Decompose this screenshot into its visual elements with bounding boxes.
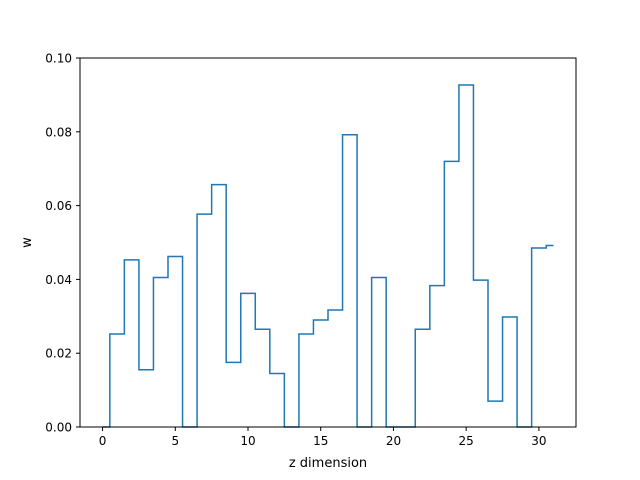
plot-area: [102, 84, 554, 428]
x-tick-label: 10: [240, 434, 255, 448]
x-tick-label: 5: [171, 434, 179, 448]
y-tick-label: 0.02: [45, 347, 72, 361]
y-tick-label: 0.06: [45, 199, 72, 213]
x-axis-label: z dimension: [289, 456, 367, 471]
x-tick-label: 30: [531, 434, 546, 448]
x-tick-label: 20: [386, 434, 401, 448]
y-tick-label: 0.00: [45, 421, 72, 435]
y-tick-label: 0.04: [45, 273, 72, 287]
y-tick-label: 0.10: [45, 52, 72, 66]
y-axis-label: w: [20, 237, 35, 248]
y-tick-label: 0.08: [45, 125, 72, 139]
y-axis: 0.00 0.02 0.04 0.06 0.08 0.10: [45, 52, 80, 435]
axes-frame: [79, 57, 577, 428]
x-tick-label: 15: [313, 434, 328, 448]
series-line: [102, 84, 554, 428]
x-tick-label: 0: [99, 434, 107, 448]
x-axis: 0 5 10 15 20 25 30: [99, 427, 547, 448]
x-tick-label: 25: [459, 434, 474, 448]
